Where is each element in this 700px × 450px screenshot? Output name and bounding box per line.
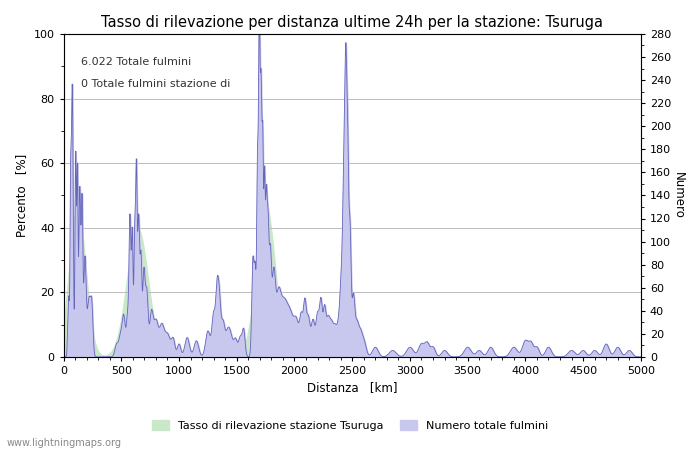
Y-axis label: Percento   [%]: Percento [%] (15, 154, 28, 237)
Text: www.lightningmaps.org: www.lightningmaps.org (7, 438, 122, 448)
Text: 0 Totale fulmini stazione di: 0 Totale fulmini stazione di (81, 79, 230, 89)
X-axis label: Distanza   [km]: Distanza [km] (307, 382, 398, 395)
Text: 6.022 Totale fulmini: 6.022 Totale fulmini (81, 57, 191, 67)
Legend: Tasso di rilevazione stazione Tsuruga, Numero totale fulmini: Tasso di rilevazione stazione Tsuruga, N… (148, 416, 552, 436)
Y-axis label: Numero: Numero (672, 172, 685, 219)
Title: Tasso di rilevazione per distanza ultime 24h per la stazione: Tsuruga: Tasso di rilevazione per distanza ultime… (102, 15, 603, 30)
